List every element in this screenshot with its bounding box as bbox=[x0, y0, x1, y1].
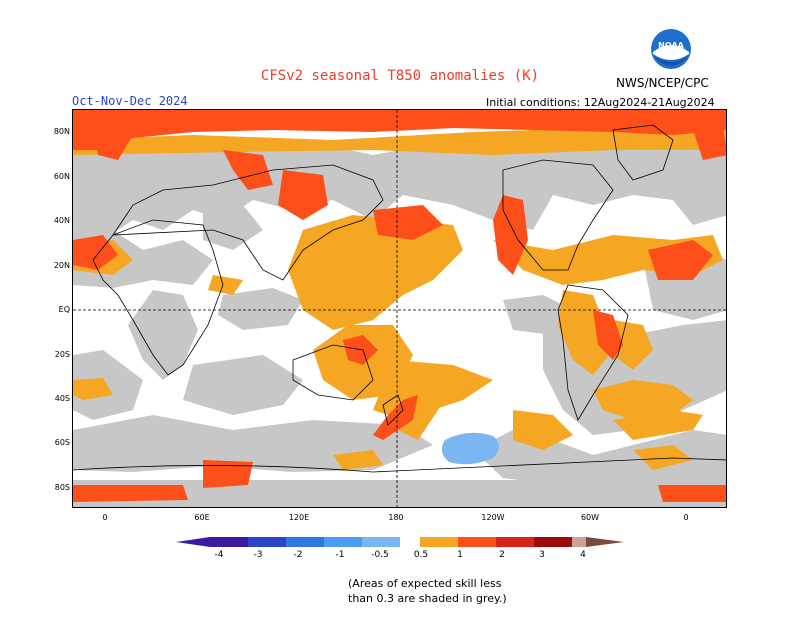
cool-southeast-pacific bbox=[441, 432, 499, 465]
coast-antarctica bbox=[73, 457, 726, 473]
colorbar-bin-pos4 bbox=[572, 537, 586, 547]
colorbar-label-neg2: -2 bbox=[294, 550, 303, 560]
lon-label-0-east: 0 bbox=[683, 513, 689, 522]
hot-east-asia bbox=[278, 170, 328, 220]
colorbar-bin-pos1 bbox=[458, 537, 496, 547]
coast-africa bbox=[92, 219, 224, 376]
season-label: Oct-Nov-Dec 2024 bbox=[72, 94, 188, 108]
reference-lines bbox=[73, 110, 726, 507]
lon-label-60w: 60W bbox=[580, 513, 600, 522]
hot-arctic bbox=[73, 110, 726, 150]
lat-label-80s: 80S bbox=[54, 483, 70, 492]
colorbar-bin-neg4 bbox=[210, 537, 248, 547]
colorbar-label-neg1: -1 bbox=[336, 550, 345, 560]
hot-anomaly-regions bbox=[73, 110, 726, 502]
coast-australia bbox=[292, 344, 374, 401]
colorbar-label-pos3: 3 bbox=[539, 550, 545, 560]
colorbar: -4 -3 -2 -1 -0.5 0.5 1 2 3 4 bbox=[176, 537, 624, 560]
lat-label-20s: 20S bbox=[54, 350, 70, 359]
lon-label-180: 180 bbox=[388, 513, 404, 522]
colorbar-label-neg4: -4 bbox=[215, 550, 224, 560]
grey-middle-east bbox=[203, 205, 263, 250]
hot-north-pacific bbox=[373, 205, 443, 240]
lon-label-0: 0 bbox=[102, 513, 108, 522]
hot-antarctic-indian bbox=[203, 460, 253, 488]
hot-antarctic-east bbox=[658, 485, 726, 502]
hot-greenland-east bbox=[93, 130, 133, 160]
warm-antarctic-coast bbox=[333, 450, 383, 470]
lon-label-120w: 120W bbox=[481, 513, 505, 522]
colorbar-label-pos1: 1 bbox=[457, 550, 463, 560]
warm-south-atlantic-2 bbox=[613, 410, 703, 440]
colorbar-bin-pos2 bbox=[496, 537, 534, 547]
hot-west-africa bbox=[73, 235, 118, 270]
warm-antarctic-coast-2 bbox=[633, 445, 693, 470]
colorbar-bin-neutral bbox=[400, 537, 420, 547]
skill-note-line1: (Areas of expected skill less bbox=[348, 577, 502, 590]
colorbar-label-neg05: -0.5 bbox=[371, 550, 389, 560]
coast-north-america bbox=[502, 159, 614, 271]
hot-canada-arctic bbox=[693, 128, 726, 160]
agency-label: NWS/NCEP/CPC bbox=[616, 76, 709, 90]
colorbar-arrow-high bbox=[586, 537, 624, 547]
map-title: CFSv2 seasonal T850 anomalies (K) bbox=[260, 68, 540, 84]
warm-western-pacific bbox=[288, 215, 463, 330]
colorbar-bin-neg3 bbox=[248, 537, 286, 547]
lat-label-80n: 80N bbox=[53, 127, 70, 136]
warm-south-atlantic-east bbox=[73, 378, 113, 400]
hot-north-atlantic-east bbox=[648, 240, 713, 280]
lat-label-60s: 60S bbox=[54, 438, 70, 447]
skill-note-line2: than 0.3 are shaded in grey.) bbox=[348, 592, 507, 605]
colorbar-bin-pos3 bbox=[534, 537, 572, 547]
anomaly-map-svg bbox=[73, 110, 726, 507]
hot-siberia bbox=[223, 150, 273, 190]
lon-label-60e: 60E bbox=[194, 513, 210, 522]
colorbar-bin-neg1 bbox=[324, 537, 362, 547]
warm-east-south-pacific bbox=[513, 410, 573, 450]
colorbar-label-pos2: 2 bbox=[499, 550, 505, 560]
initial-conditions: Initial conditions: 12Aug2024-21Aug2024 bbox=[486, 96, 715, 109]
lat-label-60n: 60N bbox=[53, 172, 70, 181]
warm-arabian bbox=[208, 275, 243, 295]
hot-south-america bbox=[593, 310, 623, 360]
logo-text: NOAA bbox=[658, 41, 684, 50]
colorbar-arrow-low bbox=[176, 537, 210, 547]
lat-label-40n: 40N bbox=[53, 216, 70, 225]
warm-south-america-east bbox=[613, 320, 653, 370]
grey-africa-south bbox=[128, 290, 198, 380]
hot-antarctic-west bbox=[73, 485, 188, 502]
grey-indian-south bbox=[183, 355, 303, 415]
lat-label-40s: 40S bbox=[54, 394, 70, 403]
colorbar-bin-pos05 bbox=[420, 537, 458, 547]
warm-south-america-west bbox=[558, 290, 613, 375]
lat-label-20n: 20N bbox=[53, 261, 70, 270]
warm-arctic-band bbox=[73, 128, 726, 155]
grey-antarctic bbox=[73, 480, 726, 507]
colorbar-label-neg3: -3 bbox=[254, 550, 263, 560]
coast-south-america bbox=[557, 284, 629, 421]
coast-greenland bbox=[612, 124, 674, 181]
skill-note: (Areas of expected skill less than 0.3 a… bbox=[348, 576, 507, 606]
colorbar-bin-neg2 bbox=[286, 537, 324, 547]
coastlines bbox=[73, 124, 726, 473]
cool-anomaly-regions bbox=[441, 432, 499, 465]
warm-anomaly-regions bbox=[73, 128, 726, 470]
warm-tasman bbox=[398, 380, 453, 440]
lon-label-120e: 120E bbox=[288, 513, 310, 522]
anomaly-map bbox=[72, 109, 727, 508]
grey-south-atlantic-west bbox=[73, 350, 143, 420]
colorbar-label-pos05: 0.5 bbox=[414, 550, 428, 560]
hot-north-america-west bbox=[493, 195, 528, 275]
coast-eurasia bbox=[112, 164, 384, 281]
grey-indian-north bbox=[218, 288, 303, 330]
colorbar-bin-neg05 bbox=[362, 537, 400, 547]
coast-new-zealand bbox=[382, 394, 404, 426]
hot-australia-north bbox=[343, 335, 378, 365]
warm-south-atlantic bbox=[593, 380, 693, 420]
lat-label-eq: EQ bbox=[58, 305, 70, 314]
colorbar-label-pos4: 4 bbox=[580, 550, 586, 560]
noaa-logo: NOAA bbox=[650, 28, 692, 74]
